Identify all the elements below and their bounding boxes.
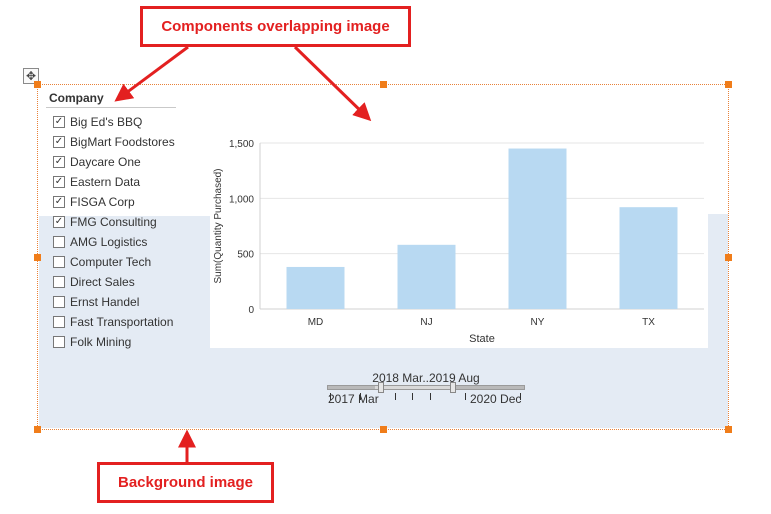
- checkbox-checked[interactable]: ✓: [53, 176, 65, 188]
- bg-block: [129, 344, 169, 364]
- slider-tick: [360, 393, 361, 400]
- company-item-label: Big Ed's BBQ: [70, 115, 143, 129]
- company-item-label: Eastern Data: [70, 175, 141, 189]
- slider-thumb-start[interactable]: [378, 382, 384, 393]
- company-item-label: FISGA Corp: [70, 195, 135, 209]
- checkbox-checked[interactable]: ✓: [53, 116, 65, 128]
- slider-tick: [465, 393, 466, 400]
- company-item-label: Ernst Handel: [70, 295, 140, 309]
- company-item[interactable]: Computer Tech: [46, 252, 181, 272]
- company-item[interactable]: ✓ Daycare One: [46, 152, 181, 172]
- checkbox-checked[interactable]: ✓: [53, 136, 65, 148]
- y-tick-label: 1,500: [229, 139, 254, 150]
- checkbox-unchecked[interactable]: [53, 336, 65, 348]
- slider-min-label: 2017 Mar: [328, 392, 379, 406]
- checkbox-unchecked[interactable]: [53, 256, 65, 268]
- slider-thumb-end[interactable]: [450, 382, 456, 393]
- resize-handle-right[interactable]: [725, 254, 732, 261]
- company-item[interactable]: ✓ FMG Consulting: [46, 212, 181, 232]
- checkbox-unchecked[interactable]: [53, 276, 65, 288]
- resize-handle-left[interactable]: [34, 254, 41, 261]
- bar-ny: [508, 148, 567, 309]
- y-tick-label: 1,000: [229, 194, 254, 205]
- company-item[interactable]: AMG Logistics: [46, 232, 181, 252]
- slider-max-label: 2020 Dec: [470, 392, 522, 406]
- slider-selected-range[interactable]: [375, 385, 450, 390]
- y-axis-title: Sum(Quantity Purchased): [213, 168, 224, 283]
- company-filter: Company ✓ Big Ed's BBQ ✓ BigMart Foodstores…: [46, 88, 181, 353]
- x-tick-label: NY: [531, 317, 545, 328]
- callout-background-image: Background image: [97, 462, 274, 503]
- company-title: Company: [46, 88, 176, 108]
- company-item[interactable]: ✓ Eastern Data: [46, 172, 181, 192]
- x-tick-label: TX: [642, 317, 655, 328]
- company-item[interactable]: ✓ BigMart Foodstores: [46, 132, 181, 152]
- y-tick-label: 0: [248, 305, 254, 316]
- company-list: ✓ Big Ed's BBQ ✓ BigMart Foodstores ✓ Daycare…: [46, 112, 181, 352]
- slider-tick: [330, 393, 331, 400]
- company-item[interactable]: Folk Mining: [46, 332, 181, 352]
- resize-handle-top-left[interactable]: [34, 81, 41, 88]
- selection-border: [34, 81, 732, 433]
- company-item-label: Folk Mining: [70, 335, 132, 349]
- company-item-label: Daycare One: [70, 155, 141, 169]
- company-item-label: FMG Consulting: [70, 215, 157, 229]
- company-item-label: Direct Sales: [70, 275, 135, 289]
- resize-handle-top-right[interactable]: [725, 81, 732, 88]
- checkbox-unchecked[interactable]: [53, 236, 65, 248]
- date-range-slider: 2018 Mar..2019 Aug 2017 Mar 2020 Dec: [320, 368, 532, 408]
- slider-tick: [520, 393, 521, 400]
- slider-tick: [395, 393, 396, 400]
- resize-handle-top[interactable]: [380, 81, 387, 88]
- bar-nj: [397, 244, 456, 309]
- company-item[interactable]: Fast Transportation: [46, 312, 181, 332]
- bar-md: [286, 266, 345, 309]
- chart-panel: 0 500 1,000 1,500 MD NJ NY TX State Sum(Quantity …: [210, 133, 708, 348]
- company-item[interactable]: ✓ FISGA Corp: [46, 192, 181, 212]
- checkbox-checked[interactable]: ✓: [53, 196, 65, 208]
- slider-tick: [430, 393, 431, 400]
- y-tick-label: 500: [237, 250, 254, 261]
- slider-range-label: 2018 Mar..2019 Aug: [372, 371, 480, 385]
- company-item-label: AMG Logistics: [70, 235, 148, 249]
- bar-tx: [619, 207, 678, 309]
- checkbox-unchecked[interactable]: [53, 316, 65, 328]
- bar-chart: 0 500 1,000 1,500 MD NJ NY TX State Sum(Quantity …: [213, 139, 704, 345]
- callout-components-overlapping: Components overlapping image: [140, 6, 411, 47]
- company-item[interactable]: Direct Sales: [46, 272, 181, 292]
- callout-bottom-text: Background image: [117, 474, 254, 491]
- x-tick-label: NJ: [420, 317, 432, 328]
- callout-top-text: Components overlapping image: [161, 18, 390, 35]
- company-item-label: Computer Tech: [70, 255, 152, 269]
- company-item-label: Fast Transportation: [70, 315, 174, 329]
- resize-handle-bottom-right[interactable]: [725, 426, 732, 433]
- company-item-label: BigMart Foodstores: [70, 135, 175, 149]
- company-item[interactable]: ✓ Big Ed's BBQ: [46, 112, 181, 132]
- x-axis-title: State: [469, 333, 495, 345]
- move-icon[interactable]: ✥: [23, 68, 39, 84]
- company-item[interactable]: Ernst Handel: [46, 292, 181, 312]
- checkbox-unchecked[interactable]: [53, 296, 65, 308]
- bg-block: [708, 214, 728, 222]
- resize-handle-bottom[interactable]: [380, 426, 387, 433]
- checkbox-checked[interactable]: ✓: [53, 156, 65, 168]
- slider-tick: [412, 393, 413, 400]
- resize-handle-bottom-left[interactable]: [34, 426, 41, 433]
- checkbox-checked[interactable]: ✓: [53, 216, 65, 228]
- x-tick-label: MD: [308, 317, 324, 328]
